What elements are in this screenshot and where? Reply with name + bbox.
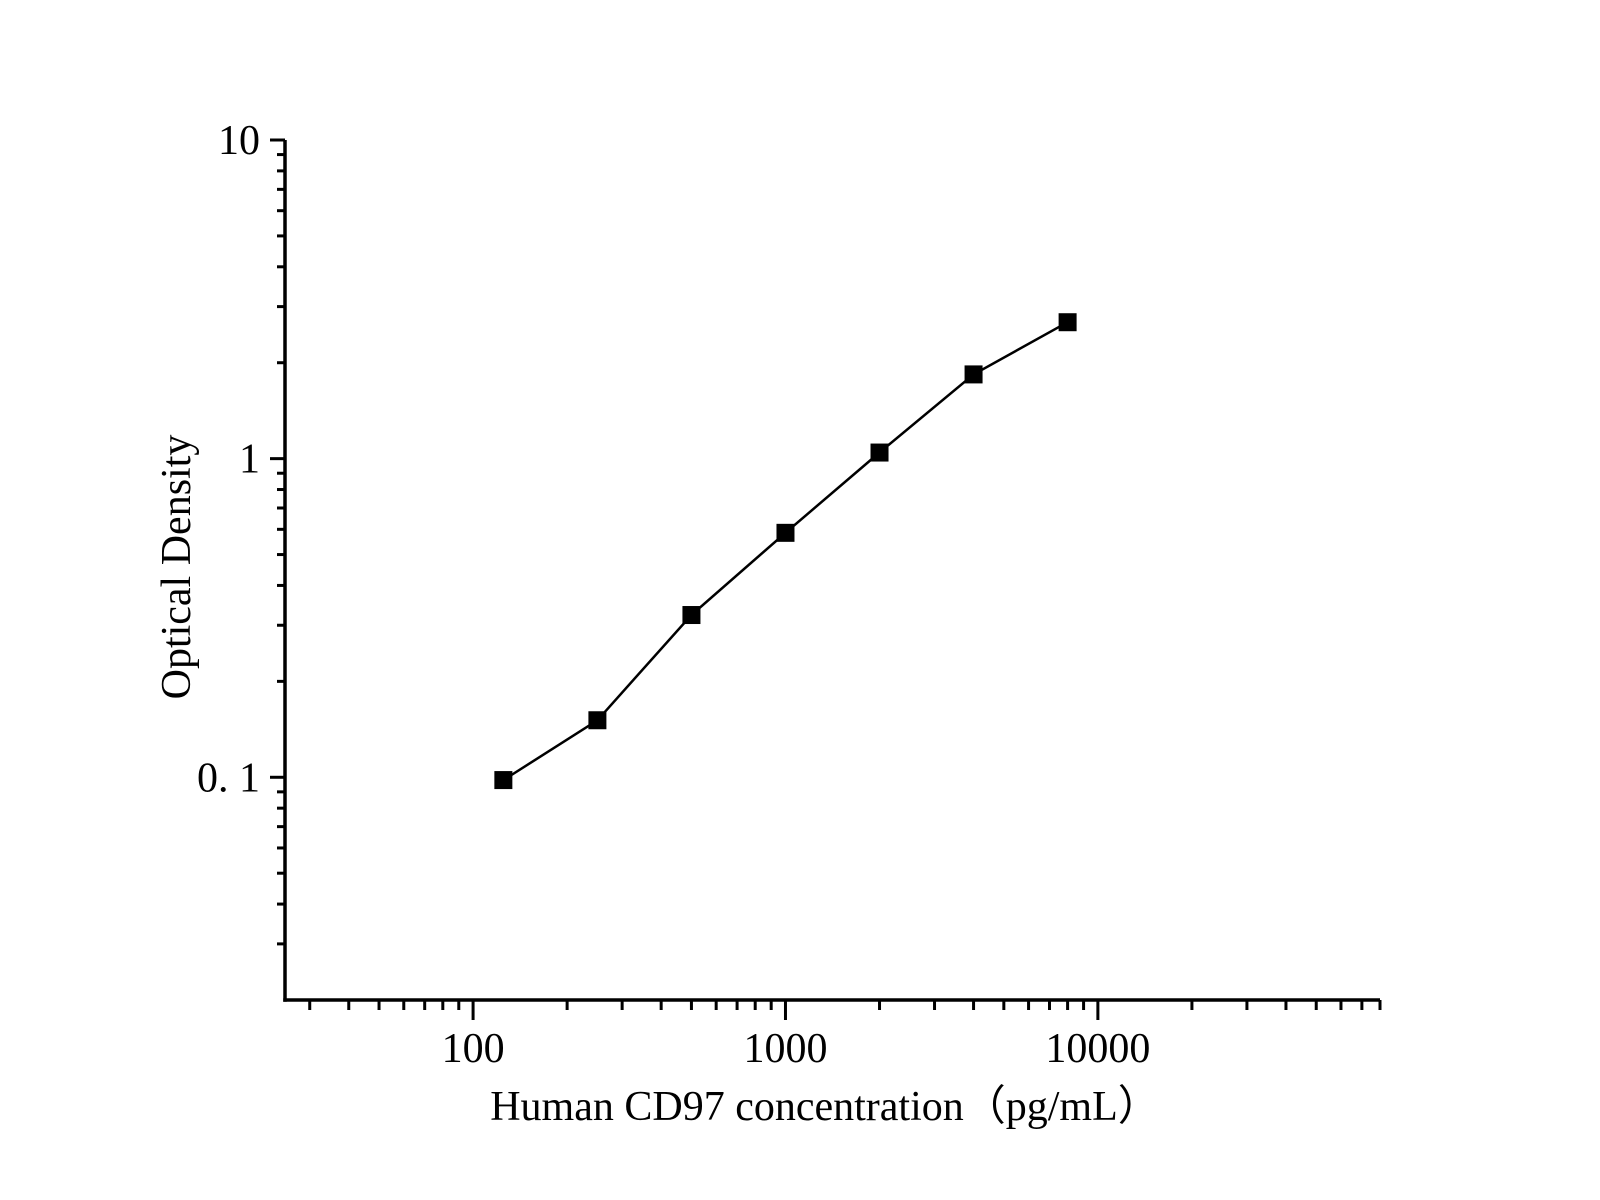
data-point-marker	[682, 606, 701, 625]
data-point-marker	[776, 523, 795, 542]
x-axis-title: Human CD97 concentration（pg/mL）	[490, 1084, 1160, 1130]
y-axis-title: Optical Density	[154, 435, 200, 700]
x-tick-label: 1000	[743, 1026, 827, 1072]
curve-line	[502, 321, 1069, 782]
x-tick-label: 10000	[1045, 1026, 1150, 1072]
y-tick-label: 10	[218, 118, 260, 164]
data-point-marker	[1058, 313, 1077, 332]
y-tick-label: 0. 1	[197, 755, 260, 801]
data-point-marker	[588, 711, 607, 730]
data-point-marker	[964, 365, 983, 384]
data-point-marker	[870, 443, 889, 462]
x-tick-label: 100	[442, 1026, 505, 1072]
standard-curve-series	[494, 313, 1077, 790]
y-tick-label: 1	[239, 437, 260, 483]
data-point-marker	[494, 771, 513, 790]
axes: 100 1000 10000 10 1 0. 1	[197, 118, 1382, 1072]
